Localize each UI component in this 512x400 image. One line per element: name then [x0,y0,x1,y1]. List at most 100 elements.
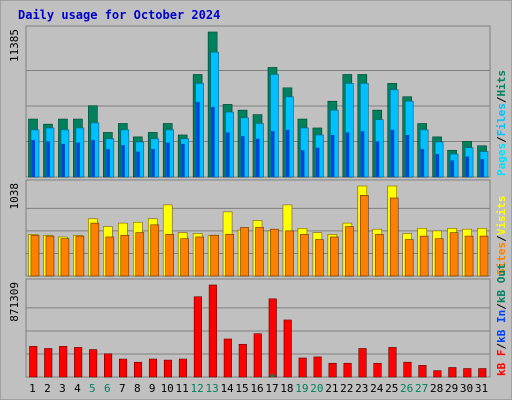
y-max-label: 1038 [8,183,21,210]
bar-pages [121,145,125,177]
bar-pages [196,101,200,177]
bar-sites [135,232,145,277]
bar-sites [345,226,354,277]
bar-pages [390,129,395,177]
x-tick-label: 7 [119,382,126,395]
bar-kb-f [328,362,337,378]
bar-pages [151,148,155,177]
bar-kb-f [163,359,173,378]
bar-sites [120,234,130,277]
legend-entry: / [495,235,508,242]
bar-kb-f [298,357,307,378]
legend-entry: / [495,136,508,143]
bar-sites [404,239,414,277]
bar-pages [241,136,245,177]
bar-kb-f [448,367,457,378]
bar-pages [270,131,275,177]
bar-kb-f [358,348,367,378]
bar-sites [165,234,175,277]
bar-pages [181,143,185,177]
bar-pages [256,138,260,177]
bar-sites [464,235,474,277]
x-tick-label: 27 [415,382,428,395]
bar-sites [45,235,55,277]
legend-entry: Visits [495,196,508,236]
y-max-label: 871309 [8,282,21,322]
bar-kb-f [418,365,427,378]
legend-entry: Files [495,103,508,136]
legend-entry: Hits [495,70,508,97]
bar-sites [60,238,70,277]
bar-kb-f [223,338,232,378]
x-tick-label: 16 [250,382,263,395]
x-tick-label: 30 [460,382,473,395]
bar-sites [210,234,219,277]
bar-sites [389,197,399,277]
bar-pages [345,132,350,177]
bar-kb-f [178,358,187,378]
x-tick-label: 8 [134,382,141,395]
bar-kb-f [253,333,262,378]
x-tick-label: 23 [355,382,368,395]
bar-pages [375,141,380,177]
x-tick-label: 14 [220,382,234,395]
bar-pages [61,143,65,177]
bar-pages [420,148,425,177]
legend-entry: kB Out [495,263,508,303]
bar-pages [226,132,230,177]
bar-kb-f [403,361,412,378]
bar-pages [300,150,305,177]
x-tick-label: 9 [149,382,156,395]
bar-kb-f [238,343,247,378]
legend-visits-sites: Sites/Visits [495,196,508,276]
x-tick-label: 22 [340,382,353,395]
bar-kb-f [44,348,53,378]
x-tick-label: 2 [44,382,51,395]
panel-kbytes: 871309 kB F/kB In/kB Out [8,263,508,378]
bar-kb-f [133,361,143,378]
x-tick-label: 13 [205,382,218,395]
bar-pages [405,134,410,177]
bar-kb-f [29,346,38,378]
x-tick-label: 12 [191,382,204,395]
legend-entry: kB In [495,310,508,343]
x-tick-label: 31 [475,382,488,395]
bar-sites [285,230,294,277]
bar-kb-f [148,358,158,378]
bar-sites [449,232,459,277]
legend-entry: Sites [495,242,508,275]
x-tick-label: 4 [74,382,81,395]
bar-pages [211,106,215,177]
x-tick-label: 1 [29,382,36,395]
bar-kb-f [89,349,98,378]
legend-kbytes: kB F/kB In/kB Out [495,263,508,376]
bar-sites [180,238,189,277]
x-axis-labels: 1 2 3 4 5 6 7 8 9 10 11 12 13 14 15 16 17 18 19 20 21 22 23 24 2… [29,382,488,395]
bar-kb-f [193,296,202,378]
bar-kb-f [373,362,382,378]
x-tick-label: 5 [89,382,96,395]
bar-kb-f [268,298,277,378]
bar-sites [315,239,324,277]
bar-pages [91,140,95,177]
bar-sites [150,224,160,277]
bar-pages [166,142,170,177]
x-tick-label: 29 [445,382,458,395]
bar-sites [240,227,249,277]
bar-sites [359,195,369,277]
bar-kb-f [208,284,217,378]
bar-sites [300,234,309,277]
x-tick-label: 11 [176,382,189,395]
bar-pages [106,148,110,177]
bar-sites [225,234,234,277]
x-tick-label: 25 [385,382,398,395]
bar-kb-f [313,356,322,378]
bar-kb-f [433,370,442,378]
bar-kb-f [478,368,487,378]
bar-pages [31,140,35,177]
x-tick-label: 6 [104,382,111,395]
y-max-label: 11385 [8,29,21,62]
bar-sites [330,236,339,277]
